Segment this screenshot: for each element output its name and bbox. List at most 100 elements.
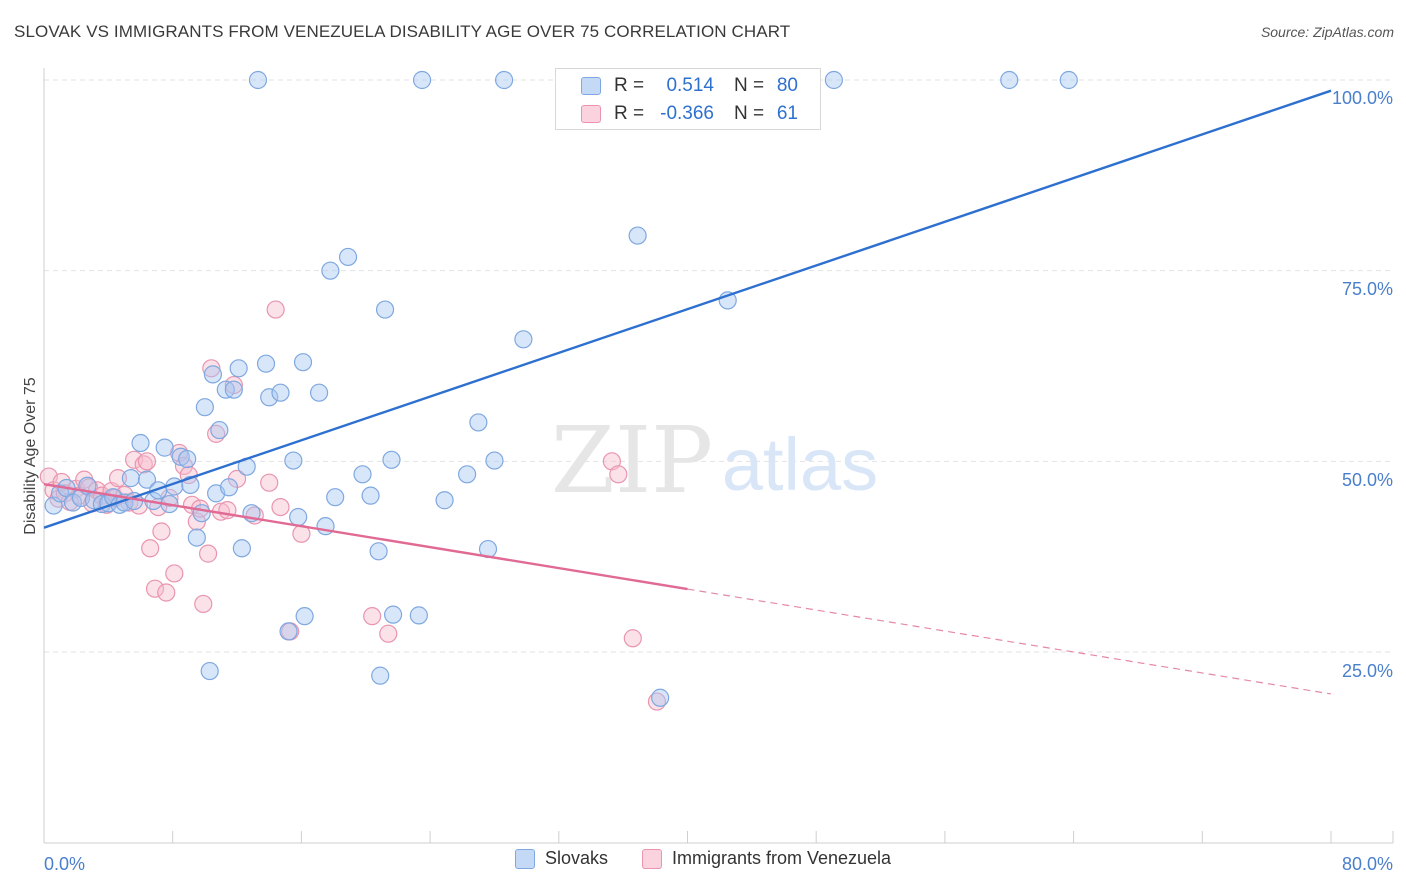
venezuela-point-50	[363, 607, 382, 626]
slovaks-point-44	[289, 507, 308, 527]
slovaks-trend-line	[43, 89, 1332, 529]
series-legend: Slovaks Immigrants from Venezuela	[0, 848, 1406, 869]
venezuela-point-26	[152, 522, 171, 541]
trend-lines	[43, 89, 1332, 695]
venezuela-point-37	[198, 544, 218, 563]
slovaks-point-23	[181, 475, 200, 495]
slovaks-point-47	[309, 383, 329, 402]
slovaks-point-66	[495, 70, 514, 90]
slovaks-point-63	[469, 413, 488, 432]
slovaks-point-59	[409, 606, 428, 625]
chart-title: SLOVAK VS IMMIGRANTS FROM VENEZUELA DISA…	[14, 22, 791, 41]
slovaks-point-72	[1000, 70, 1019, 90]
slovaks-point-67	[514, 330, 533, 349]
slovaks-point-58	[383, 605, 403, 624]
slovaks-point-40	[260, 388, 279, 407]
slovaks-point-18	[155, 438, 174, 457]
slovaks-point-22	[178, 449, 197, 469]
y-tick-label-25: 25.0%	[1342, 661, 1393, 681]
slovaks-point-52	[353, 465, 372, 484]
watermark-atlas: atlas	[722, 423, 878, 506]
slovaks-point-49	[321, 261, 340, 280]
stat-r-label: R =	[614, 103, 645, 124]
y-tick-label-75: 75.0%	[1342, 279, 1393, 299]
venezuela-point-36	[194, 594, 213, 614]
venezuela-point-53	[609, 465, 628, 484]
slovaks-point-34	[229, 359, 248, 378]
y-axis-label: Disability Age Over 75	[22, 377, 39, 535]
venezuela-point-29	[165, 564, 184, 583]
slovaks-point-42	[279, 622, 298, 641]
points-layer	[39, 70, 1078, 711]
venezuela-point-47	[271, 497, 290, 517]
venezuela-point-38	[202, 359, 221, 378]
venezuela-point-46	[266, 300, 285, 319]
legend-item-venezuela[interactable]: Immigrants from Venezuela	[641, 848, 892, 869]
legend-swatch-pink	[641, 848, 662, 869]
slovaks-point-62	[458, 465, 477, 484]
slovaks-point-51	[338, 247, 358, 267]
slovaks-point-56	[375, 300, 395, 319]
venezuela-trend-line	[43, 483, 688, 591]
slovaks-point-30	[210, 420, 229, 440]
stat-n-value: 80	[776, 75, 798, 96]
slovaks-point-38	[248, 70, 268, 90]
venezuela-point-23	[141, 539, 160, 558]
venezuela-point-21	[134, 455, 153, 474]
slovaks-point-15	[137, 470, 157, 489]
slovaks-point-41	[271, 383, 290, 402]
slovaks-point-28	[203, 365, 223, 384]
slovaks-point-43	[284, 451, 303, 470]
slovaks-point-69	[651, 688, 670, 707]
y-tick-label-100: 100.0%	[1332, 88, 1393, 108]
axes	[43, 68, 1394, 844]
legend-item-slovaks[interactable]: Slovaks	[514, 848, 608, 869]
stat-swatch-blue	[581, 77, 601, 95]
stat-n-label: N =	[734, 103, 765, 124]
legend-label-venezuela: Immigrants from Venezuela	[671, 848, 892, 868]
slovaks-point-65	[485, 451, 504, 470]
slovaks-point-61	[435, 491, 454, 510]
stat-r-value: 0.514	[666, 75, 714, 96]
slovaks-point-45	[293, 353, 313, 372]
slovaks-point-35	[232, 539, 251, 558]
venezuela-point-54	[623, 629, 642, 648]
slovaks-point-32	[219, 478, 239, 497]
slovaks-point-25	[192, 504, 211, 523]
slovaks-point-57	[382, 450, 401, 469]
slovaks-point-12	[121, 469, 140, 488]
venezuela-point-45	[260, 473, 279, 492]
venezuela-point-27	[157, 583, 176, 602]
source-credit: Source: ZipAtlas.com	[1260, 24, 1394, 40]
x-tick-label-max: 80.0%	[1342, 854, 1393, 874]
slovaks-point-60	[412, 70, 432, 90]
slovaks-point-14	[131, 433, 150, 453]
watermark-zip: ZIP	[551, 407, 713, 514]
venezuela-point-22	[137, 452, 157, 471]
venezuela-point-51	[379, 624, 398, 643]
stat-n-label: N =	[734, 75, 765, 96]
slovaks-point-54	[369, 542, 388, 561]
slovaks-point-46	[295, 607, 314, 626]
venezuela-point-16	[108, 469, 128, 488]
stat-r-value: -0.366	[660, 103, 714, 124]
venezuela-trend-extension	[687, 588, 1332, 695]
slovaks-point-27	[200, 661, 219, 681]
slovaks-point-71	[824, 70, 843, 90]
slovaks-point-26	[195, 398, 214, 417]
slovaks-point-53	[361, 486, 380, 505]
stat-swatch-pink	[581, 105, 601, 123]
slovaks-point-24	[187, 528, 206, 547]
legend-swatch-blue	[514, 848, 535, 869]
slovaks-point-50	[326, 488, 345, 507]
stat-r-label: R =	[614, 75, 645, 96]
slovaks-point-68	[628, 226, 647, 245]
slovaks-point-73	[1059, 70, 1078, 90]
venezuela-point-24	[145, 579, 165, 598]
y-tick-label-50: 50.0%	[1342, 470, 1393, 490]
x-tick-label-min: 0.0%	[44, 854, 85, 874]
slovaks-point-55	[371, 666, 390, 685]
watermark: ZIP atlas	[551, 407, 878, 514]
legend-label-slovaks: Slovaks	[544, 848, 608, 868]
